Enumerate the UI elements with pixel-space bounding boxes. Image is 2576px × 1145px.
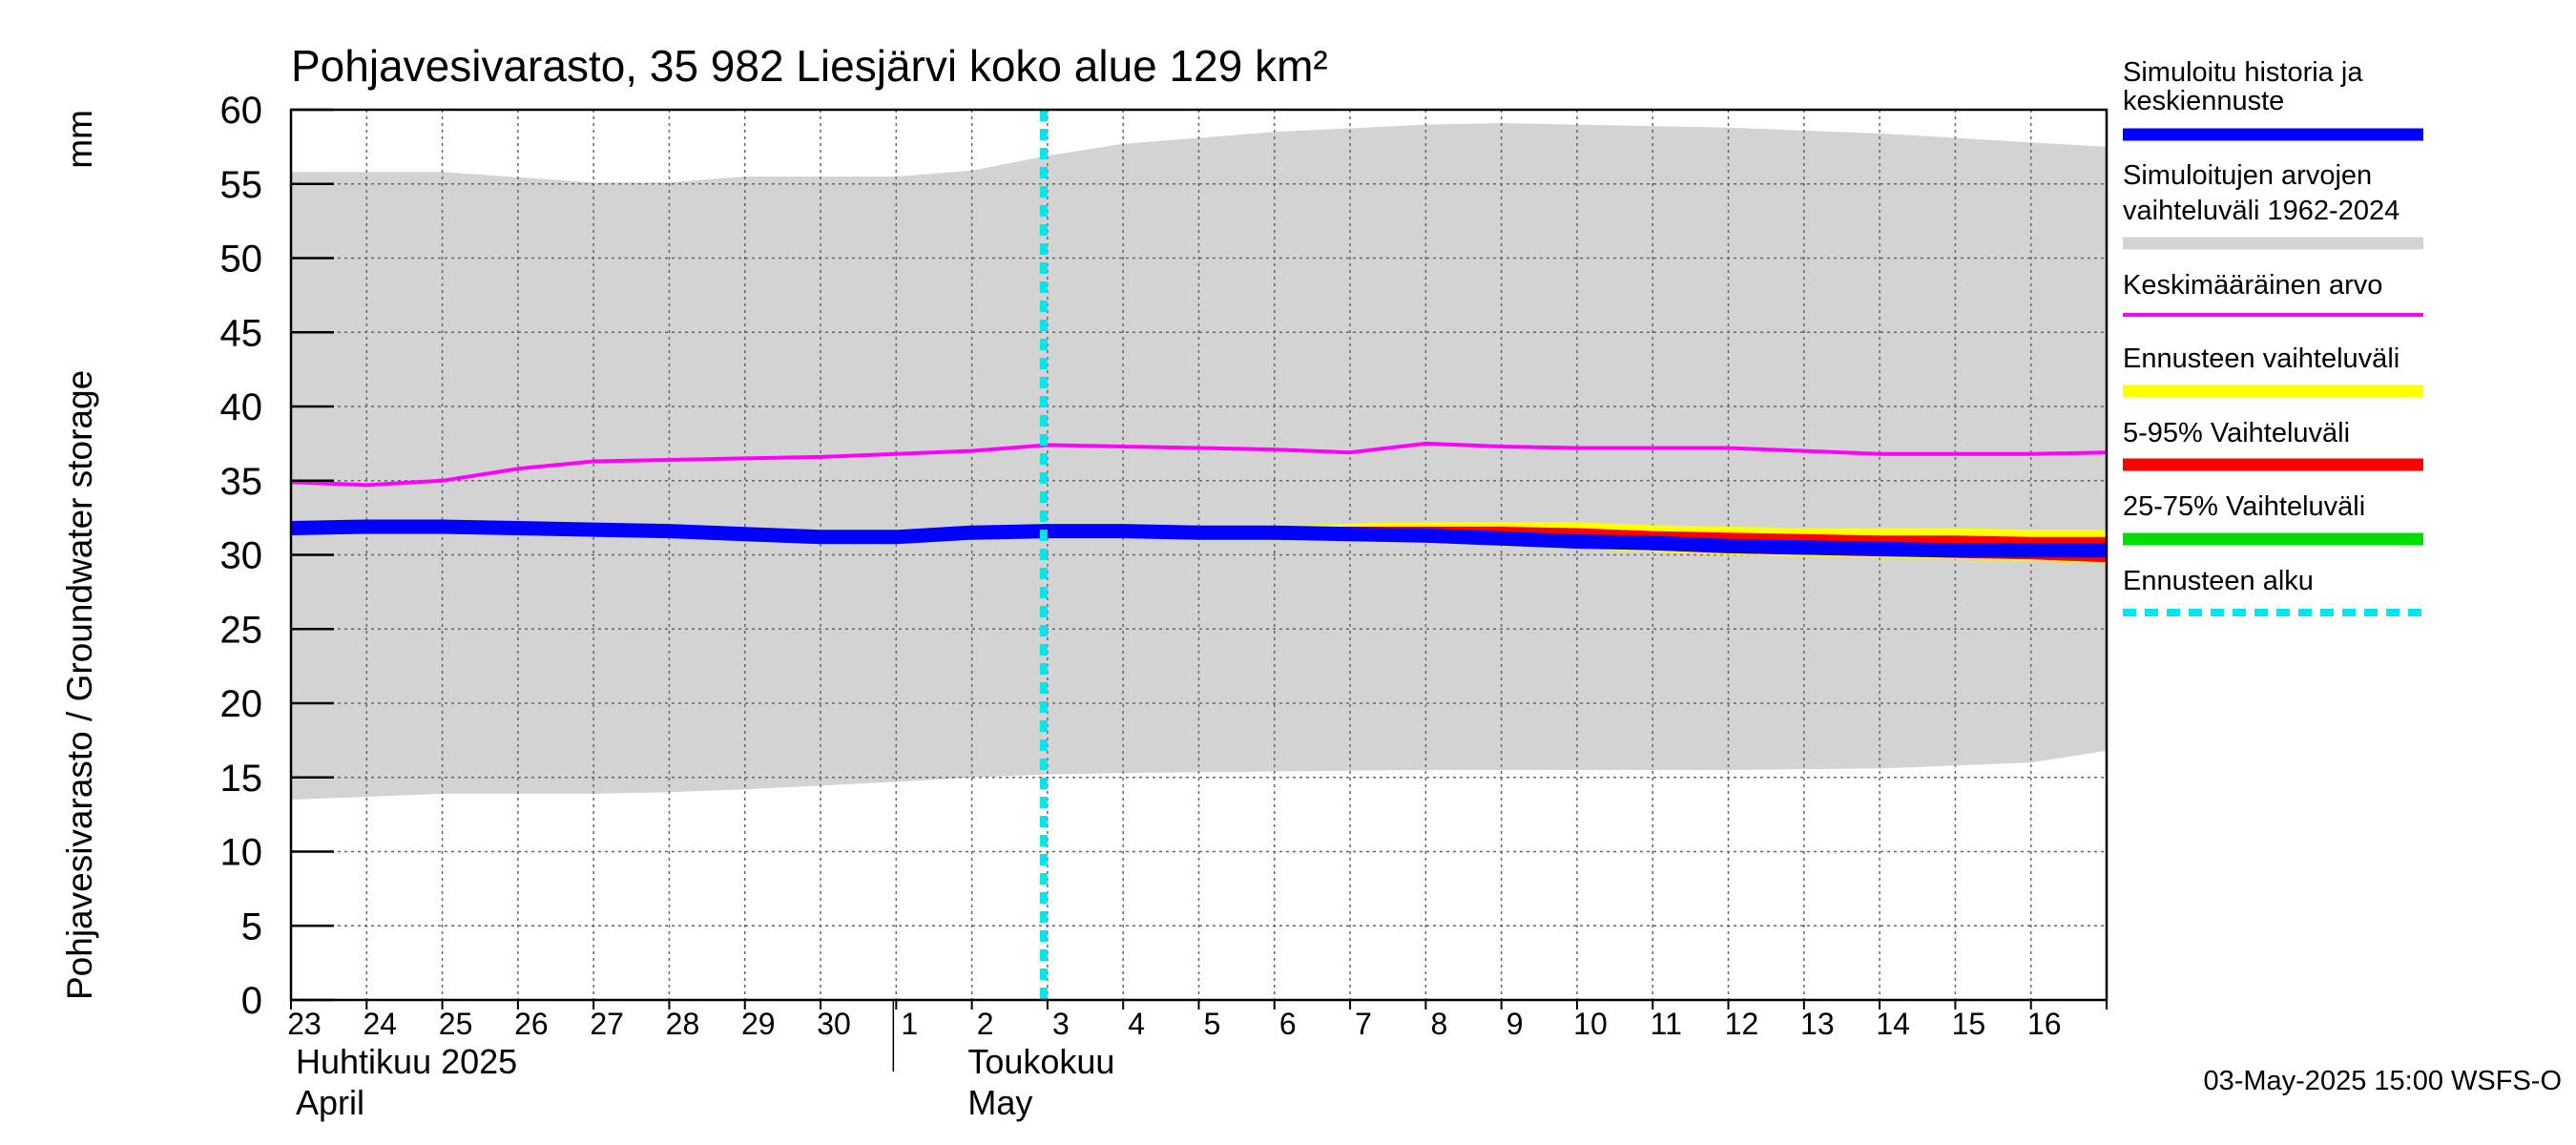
y-tick-label: 30 (220, 535, 263, 577)
y-tick-label: 40 (220, 386, 263, 428)
legend-label-25-75-vaihteluv-li: 25-75% Vaihteluväli (2123, 491, 2365, 522)
x-tick-label: 1 (901, 1007, 918, 1041)
y-tick-label: 10 (220, 832, 263, 874)
y-tick-label: 25 (220, 609, 263, 651)
legend-label-simuloitujen-arvojen-vaihteluv-li-1962-2024: Simuloitujen arvojen (2123, 160, 2372, 191)
y-tick-label: 55 (220, 164, 263, 206)
x-tick-label: 13 (1800, 1007, 1835, 1041)
series-line-keskim-r-inen-arvo (291, 441, 2107, 488)
x-tick-label: 30 (817, 1007, 851, 1041)
legend-label-simuloitujen-arvojen-vaihteluv-li-1962-2024: vaihteluväli 1962-2024 (2123, 196, 2399, 226)
chart-title: Pohjavesivarasto, 35 982 Liesjärvi koko … (291, 41, 1328, 91)
x-tick-label: 7 (1355, 1007, 1372, 1041)
x-tick-label: 11 (1651, 1007, 1682, 1041)
x-tick-label: 6 (1279, 1007, 1297, 1041)
y-axis-label: Pohjavesivarasto / Groundwater storage (60, 370, 99, 1000)
y-axis-label-group: Pohjavesivarasto / Groundwater storage (60, 370, 99, 1000)
y-tick-label: 20 (220, 683, 263, 725)
footer-timestamp: 03-May-2025 15:00 WSFS-O (2203, 1066, 2562, 1096)
month-label-en: April (296, 1083, 364, 1122)
y-tick-label: 45 (220, 312, 263, 354)
x-tick-label: 25 (439, 1007, 473, 1041)
y-tick-label: 60 (220, 90, 263, 132)
y-tick-label: 0 (241, 980, 262, 1022)
x-tick-label: 23 (287, 1007, 322, 1041)
series-line-simuloitu-historia-ja-keskiennuste (291, 519, 2107, 558)
legend-label-simuloitu-historia-ja-keskiennuste: keskiennuste (2123, 86, 2284, 116)
legend-label-ennusteen-vaihteluv-li: Ennusteen vaihteluväli (2123, 344, 2399, 374)
x-tick-label: 4 (1128, 1007, 1145, 1041)
x-tick-label: 26 (514, 1007, 549, 1041)
month-label-fi: Huhtikuu 2025 (296, 1042, 517, 1081)
legend-label-5-95-vaihteluv-li: 5-95% Vaihteluväli (2123, 418, 2350, 448)
month-label-en: May (967, 1083, 1032, 1122)
y-axis-unit-group: mm (60, 110, 99, 169)
x-tick-label: 24 (363, 1007, 397, 1041)
x-tick-label: 12 (1725, 1007, 1759, 1041)
y-tick-label: 50 (220, 239, 263, 281)
y-axis-unit: mm (60, 110, 99, 169)
x-tick-label: 27 (590, 1007, 624, 1041)
x-tick-label: 9 (1506, 1007, 1524, 1041)
x-tick-label: 8 (1430, 1007, 1447, 1041)
x-tick-label: 10 (1573, 1007, 1608, 1041)
y-tick-label: 15 (220, 758, 263, 800)
x-tick-label: 28 (666, 1007, 700, 1041)
month-label-fi: Toukokuu (967, 1042, 1114, 1081)
series-group (291, 110, 2107, 1000)
x-tick-label: 15 (1952, 1007, 1986, 1041)
grid-lines (291, 110, 2107, 1000)
legend-label-keskim-r-inen-arvo: Keskimääräinen arvo (2123, 270, 2382, 301)
x-tick-label: 5 (1204, 1007, 1221, 1041)
x-tick-label: 16 (2027, 1007, 2062, 1041)
y-tick-label: 5 (241, 906, 262, 947)
x-tick-label: 3 (1052, 1007, 1070, 1041)
y-tick-label: 35 (220, 461, 263, 503)
legend-label-simuloitu-historia-ja-keskiennuste: Simuloitu historia ja (2123, 57, 2363, 88)
x-tick-label: 29 (741, 1007, 776, 1041)
x-tick-label: 14 (1876, 1007, 1910, 1041)
x-tick-label: 2 (977, 1007, 994, 1041)
legend-label-ennusteen-alku: Ennusteen alku (2123, 566, 2314, 596)
